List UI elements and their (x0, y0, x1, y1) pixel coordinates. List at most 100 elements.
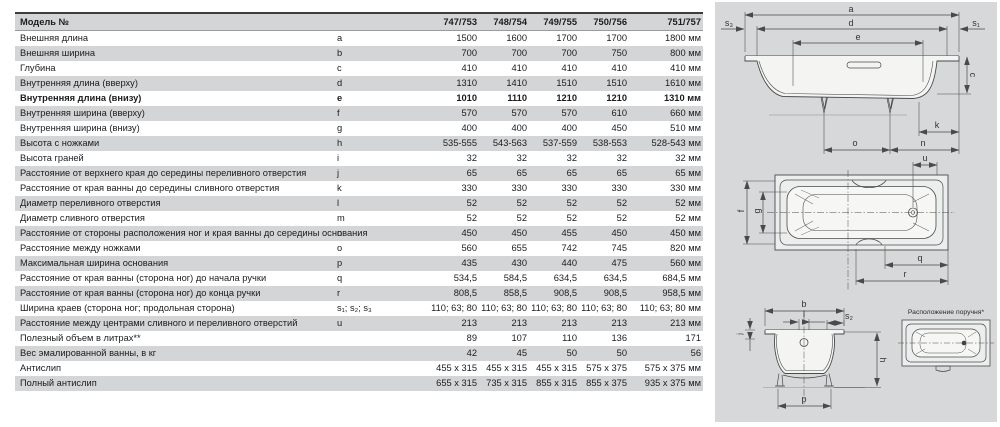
spec-table-body: Внешняя длина a 1500 1600 1700 1700 1800… (15, 31, 703, 391)
spec-value: 110; 63; 80 (481, 303, 527, 313)
spec-letter: s₁; s₂; s₃ (337, 303, 372, 313)
table-header-row: Модель № 747/753 748/754 749/755 750/756… (15, 12, 703, 31)
spec-label: Расстояние между центрами сливного и пер… (20, 318, 298, 328)
letter-header-cell (337, 14, 367, 30)
spec-value: 700 (511, 48, 527, 58)
table-row: Полный антислип 655 x 315 735 x 315 855 … (15, 376, 703, 391)
spec-label: Глубина (20, 63, 56, 73)
spec-value: 65 (566, 168, 577, 178)
spec-value: 700 (561, 48, 577, 58)
spec-label: Внутренняя длина (внизу) (20, 93, 142, 103)
spec-value: 32 (616, 153, 627, 163)
spec-value: 1210 (556, 93, 577, 103)
table-row: Внутренняя ширина (вверху) f 570 570 570… (15, 106, 703, 121)
spec-letter: g (337, 123, 343, 133)
spec-letter: e (337, 93, 343, 103)
spec-value: 575 x 375 мм (644, 363, 701, 373)
spec-value: 330 (611, 183, 627, 193)
spec-value: 1600 (506, 33, 527, 43)
spec-value: 543-563 (492, 138, 527, 148)
table-row: Ширина краев (сторона ног; продольная ст… (15, 301, 703, 316)
spec-value: 935 x 375 мм (644, 378, 701, 388)
spec-letter: f (337, 108, 340, 118)
spec-value: 110; 63; 80 мм (639, 303, 701, 313)
spec-value: 634,5 (553, 273, 577, 283)
dim-label-q: q (917, 253, 922, 263)
spec-letter: m (337, 213, 345, 223)
model-column-header: 747/753 (443, 17, 477, 27)
dim-label-s3: s₃ (725, 18, 734, 28)
table-row: Максимальная ширина основания p 435 430 … (15, 256, 703, 271)
spec-value: 110 (562, 333, 577, 343)
spec-value: 213 (611, 318, 627, 328)
dim-label-l: l (803, 309, 805, 319)
spec-value: 52 (466, 213, 477, 223)
spec-value: 535-555 (442, 138, 477, 148)
table-row: Расстояние между ножками o 560 655 742 7… (15, 241, 703, 256)
table-row: Внутренняя ширина (внизу) g 400 400 400 … (15, 121, 703, 136)
dim-label-c: c (968, 73, 978, 78)
spec-label: Диаметр сливного отверстия (20, 213, 145, 223)
spec-value: 855 x 315 (536, 378, 577, 388)
spec-value: 410 (611, 63, 627, 73)
spec-value: 450 (461, 228, 477, 238)
spec-value: 52 (616, 198, 627, 208)
spec-value: 330 (511, 183, 527, 193)
side-view-labels: a d e s₃ s₁ c k o n (725, 4, 980, 148)
spec-letter: d (337, 78, 343, 88)
spec-value: 400 (561, 123, 577, 133)
dim-label-p: p (801, 394, 806, 404)
table-row: Диаметр сливного отверстия m 52 52 52 52… (15, 211, 703, 226)
spec-label: Максимальная ширина основания (20, 258, 169, 268)
spec-value: 528-543 мм (651, 138, 702, 148)
spec-label: Полезный объем в литрах** (20, 333, 141, 343)
spec-value: 560 (461, 243, 477, 253)
spec-value: 1800 мм (664, 33, 701, 43)
spec-value: 32 (466, 153, 477, 163)
spec-value: 570 (561, 108, 577, 118)
spec-value: 455 (561, 228, 577, 238)
spec-value: 330 (561, 183, 577, 193)
spec-value: 110; 63; 80 (581, 303, 627, 313)
spec-value: 400 (461, 123, 477, 133)
spec-value: 1310 (456, 78, 477, 88)
spec-value: 855 x 375 (586, 378, 627, 388)
dim-label-o: o (852, 138, 857, 148)
spec-value: 475 (611, 258, 627, 268)
spec-value: 52 мм (675, 198, 701, 208)
table-row: Полезный объем в литрах** 89 107 110 136… (15, 331, 703, 346)
table-row: Глубина c 410 410 410 410 410 мм (15, 61, 703, 76)
dim-label-g: g (752, 208, 762, 213)
spec-label: Внутренняя ширина (внизу) (20, 123, 140, 133)
table-row: Высота с ножками h 535-555 543-563 537-5… (15, 136, 703, 151)
spec-value: 32 (566, 153, 577, 163)
model-column-header: 749/755 (543, 17, 577, 27)
spec-value: 570 (511, 108, 527, 118)
spec-value: 455 x 315 (536, 363, 577, 373)
spec-value: 510 мм (670, 123, 701, 133)
dim-label-b: b (801, 299, 806, 309)
model-column-header: 750/756 (593, 17, 627, 27)
spec-value: 213 (561, 318, 577, 328)
spec-value: 65 (516, 168, 527, 178)
spec-value: 410 (561, 63, 577, 73)
table-row: Внешняя ширина b 700 700 700 750 800 мм (15, 46, 703, 61)
spec-value: 42 (466, 348, 477, 358)
spec-value: 537-559 (542, 138, 577, 148)
table-row: Диаметр переливного отверстия l 52 52 52… (15, 196, 703, 211)
spec-value: 410 мм (670, 63, 701, 73)
spec-value: 52 (566, 198, 577, 208)
spec-value: 808,5 (453, 288, 477, 298)
table-row: Внутренняя длина (внизу) e 1010 1110 121… (15, 91, 703, 106)
dim-label-n: n (920, 138, 925, 148)
spec-value: 1010 (456, 93, 477, 103)
spec-label: Внутренняя длина (вверху) (20, 78, 138, 88)
spec-label: Расстояние от верхнего края до середины … (20, 168, 307, 178)
dim-label-s1: s₁ (972, 18, 980, 28)
spec-value: 171 (685, 333, 701, 343)
spec-value: 684,5 мм (662, 273, 701, 283)
spec-letter: p (337, 258, 343, 268)
spec-value: 1700 (606, 33, 627, 43)
spec-letter: n (337, 228, 343, 238)
spec-value: 455 x 315 (486, 363, 527, 373)
